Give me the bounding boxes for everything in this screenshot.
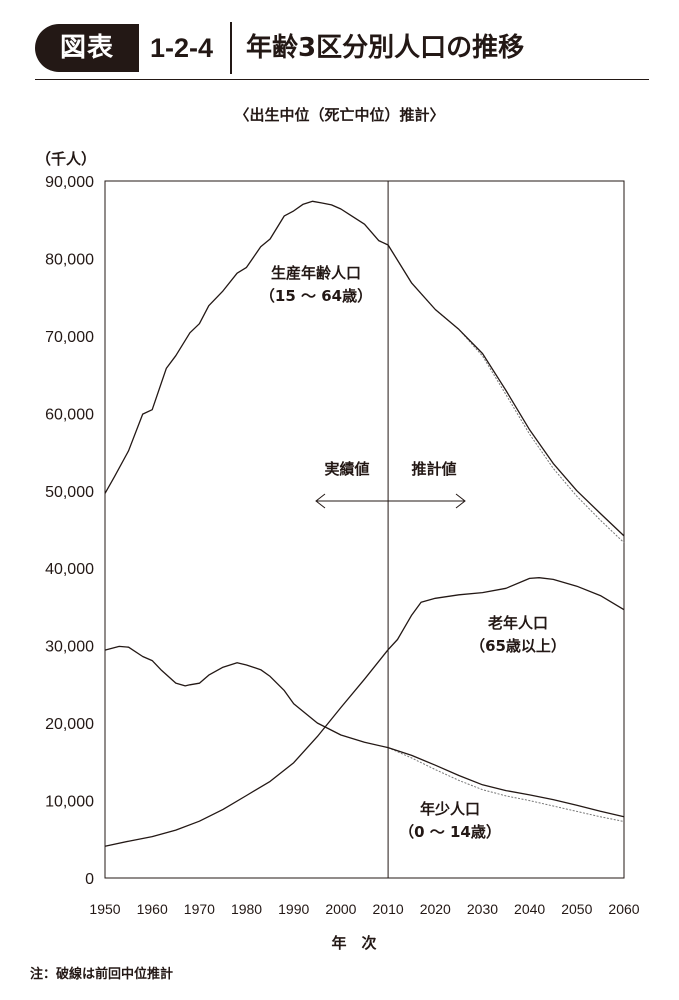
x-tick-label: 1990 — [278, 901, 309, 917]
x-tick-label: 1950 — [89, 901, 120, 917]
footnote: 注：破線は前回中位推計 — [30, 967, 174, 982]
y-tick-label: 20,000 — [45, 716, 94, 733]
series-label-working-age: 生産年齢人口 — [271, 264, 361, 282]
previous-projection-line-working-age — [387, 244, 625, 544]
series-sublabel-elderly: （65歳以上） — [470, 637, 566, 655]
y-tick-label: 50,000 — [45, 484, 94, 501]
figure-title: 年齢3区分別人口の推移 — [246, 33, 525, 63]
figure-number: 1-2-4 — [150, 33, 214, 63]
series-label-elderly: 老年人口 — [487, 614, 548, 632]
header-divider — [230, 22, 232, 74]
series-sublabel-youth: （0 ～ 14歳） — [399, 823, 501, 841]
y-tick-label: 30,000 — [45, 639, 94, 656]
y-tick-label: 40,000 — [45, 561, 94, 578]
projected-values-label: 推計値 — [411, 460, 456, 478]
x-tick-label: 2030 — [467, 901, 498, 917]
series-sublabel-working-age: （15 ～ 64歳） — [260, 287, 372, 305]
y-tick-label: 60,000 — [45, 406, 94, 423]
x-tick-label: 2000 — [325, 901, 356, 917]
chart-title: 〈出生中位（死亡中位）推計〉 — [234, 106, 445, 124]
series-line-elderly — [104, 577, 625, 847]
series-line-working-age — [104, 200, 625, 537]
y-tick-labels: 0 10,000 20,000 30,000 40,000 50,000 60,000 70,… — [45, 174, 94, 888]
x-axis-label: 年 次 — [331, 934, 376, 952]
series-label-youth: 年少人口 — [420, 800, 480, 818]
x-tick-label: 1970 — [184, 901, 215, 917]
plot-frame — [104, 180, 625, 879]
x-tick-label: 1960 — [137, 901, 168, 917]
x-tick-labels: 1950 1960 1970 1980 1990 2000 2010 2020 2030 2040… — [89, 901, 639, 917]
figure-header: 図表 1-2-4 年齢3区分別人口の推移 — [0, 0, 679, 80]
x-tick-label: 2020 — [420, 901, 451, 917]
x-tick-label: 2060 — [608, 901, 639, 917]
actual-values-label: 実績値 — [324, 460, 369, 478]
figure-badge: 図表 — [35, 24, 139, 72]
y-axis-unit: （千人） — [36, 150, 97, 168]
x-tick-label: 2040 — [514, 901, 545, 917]
y-tick-label: 70,000 — [45, 329, 94, 346]
y-tick-label: 0 — [85, 871, 94, 888]
y-tick-label: 80,000 — [45, 251, 94, 268]
double-arrow — [315, 493, 466, 509]
x-tick-label: 2010 — [373, 901, 404, 917]
series-lines — [104, 200, 625, 847]
x-tick-label: 2050 — [561, 901, 592, 917]
y-tick-label: 10,000 — [45, 794, 94, 811]
previous-projection-lines — [387, 244, 625, 822]
previous-projection-line-youth — [387, 747, 625, 822]
series-line-youth — [104, 645, 625, 818]
header-rule — [35, 79, 649, 80]
x-tick-label: 1980 — [231, 901, 262, 917]
y-tick-label: 90,000 — [45, 174, 94, 191]
